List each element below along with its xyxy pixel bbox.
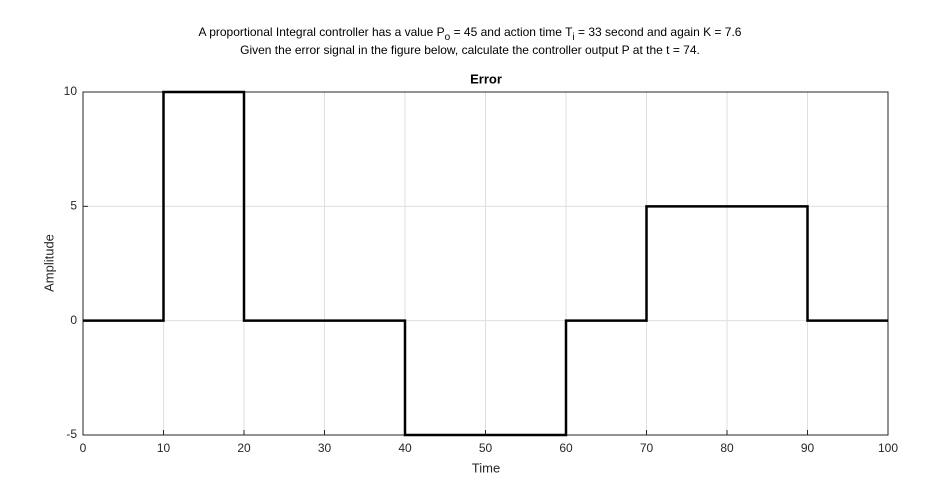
question-line2: Given the error signal in the figure bel… bbox=[240, 43, 700, 57]
x-tick-label: 10 bbox=[157, 441, 171, 455]
chart-title: Error bbox=[470, 71, 502, 86]
subscript: o bbox=[445, 32, 451, 43]
y-tick-label: -5 bbox=[66, 427, 77, 441]
x-tick-label: 70 bbox=[640, 441, 654, 455]
x-tick-label: 60 bbox=[559, 441, 573, 455]
subscript: i bbox=[572, 32, 574, 43]
x-tick-label: 30 bbox=[318, 441, 332, 455]
x-tick-label: 0 bbox=[80, 441, 87, 455]
x-tick-label: 50 bbox=[479, 441, 493, 455]
x-tick-label: 40 bbox=[398, 441, 412, 455]
line-series bbox=[83, 90, 888, 437]
y-axis-label: Amplitude bbox=[41, 234, 56, 292]
x-axis-label: Time bbox=[472, 460, 500, 475]
x-tick-label: 100 bbox=[878, 441, 898, 455]
x-tick-label: 90 bbox=[801, 441, 815, 455]
x-tick-label: 80 bbox=[720, 441, 734, 455]
y-tick-label: 5 bbox=[70, 199, 77, 213]
y-tick-label: 10 bbox=[64, 84, 78, 98]
text: = 33 second and again K = 7.6 bbox=[575, 25, 742, 39]
x-tick-label: 20 bbox=[237, 441, 251, 455]
text: A proportional Integral controller has a… bbox=[199, 25, 445, 39]
y-tick-label: 0 bbox=[70, 313, 77, 327]
text: = 45 and action time T bbox=[450, 25, 573, 39]
question-line1: A proportional Integral controller has a… bbox=[199, 25, 742, 42]
